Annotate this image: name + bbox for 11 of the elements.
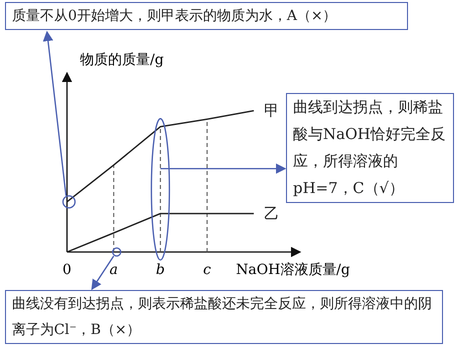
x-tick-label: 0 bbox=[62, 262, 72, 278]
y-axis-title: 物质的质量/g bbox=[80, 52, 164, 68]
x-axis-title: NaOH溶液质量/g bbox=[236, 262, 350, 278]
series-label: 甲 bbox=[264, 102, 279, 120]
series-label: 乙 bbox=[264, 204, 279, 223]
x-tick-label: a bbox=[110, 262, 118, 278]
x-tick-label: c bbox=[203, 262, 212, 278]
x-tick-label: b bbox=[156, 262, 165, 278]
annotation: 曲线到达拐点，则稀盐酸与NaOH恰好完全反应，所得溶液的pH=7，C（√） bbox=[286, 93, 454, 203]
annotation: 曲线没有到达拐点，则表示稀盐酸还未完全反应，则所得溶液中的阴离子为Cl⁻，B（×） bbox=[5, 290, 443, 344]
annotation: 质量不从0开始增大，则甲表示的物质为水，A（×） bbox=[5, 2, 408, 30]
